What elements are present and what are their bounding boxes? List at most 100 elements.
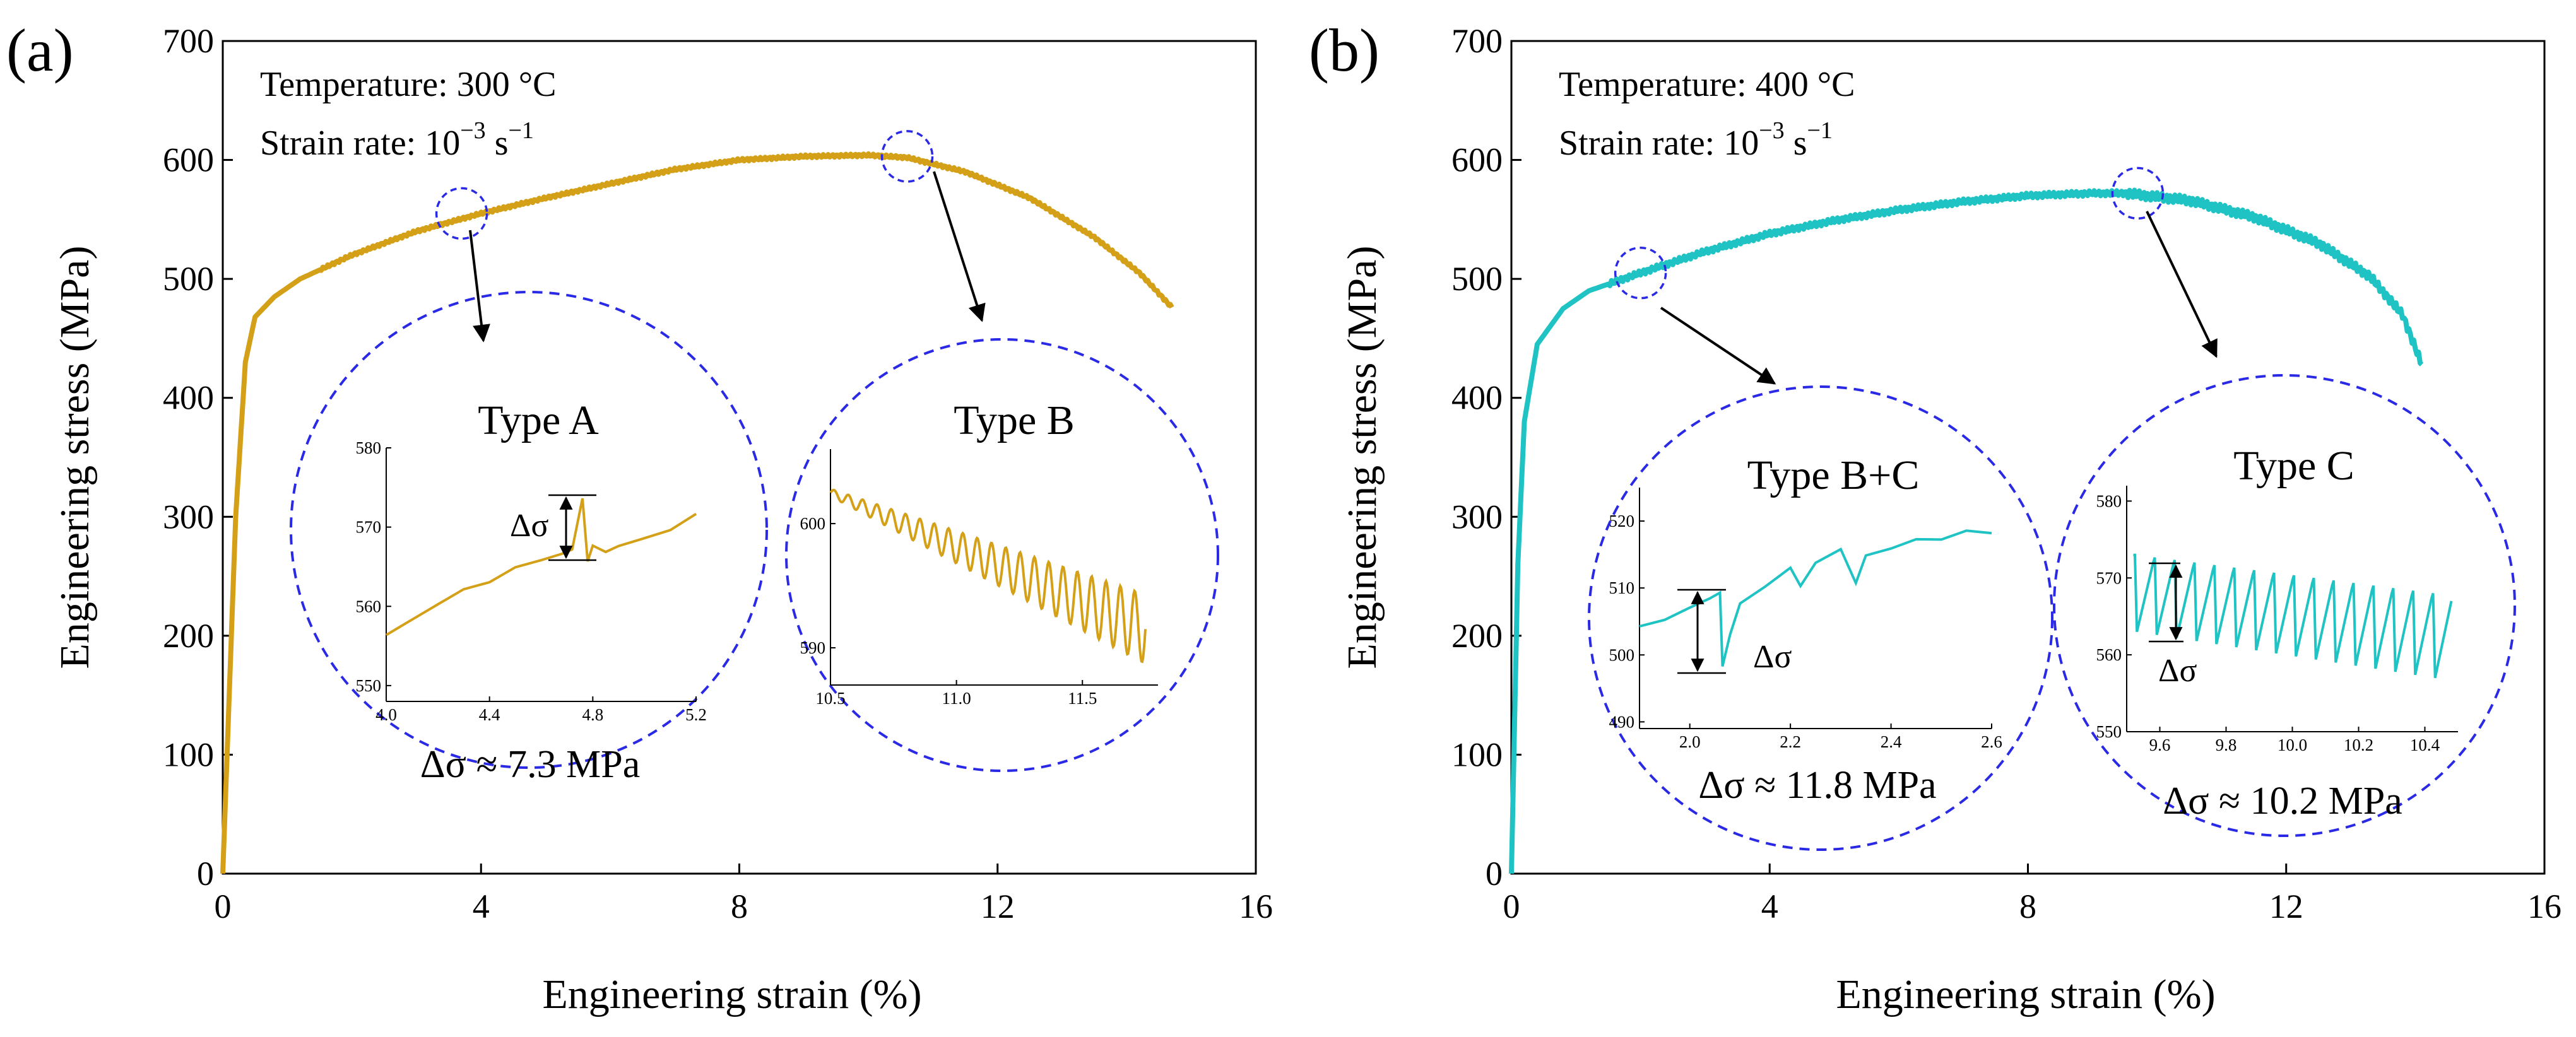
panel-a-inset-b-plot: 10.5 11.0 11.5 590 600 — [800, 449, 1158, 708]
inset-x-tick-label: 11.5 — [1068, 689, 1097, 708]
panel-b-inset-c-note: Δσ ≈ 10.2 MPa — [2163, 780, 2402, 823]
panel-b-stress-strain-curve — [1509, 187, 2424, 874]
zoom-marker — [1614, 246, 1667, 300]
x-tick-label: 4 — [473, 888, 490, 925]
inset-x-tick-label: 10.5 — [815, 689, 845, 708]
inset-y-tick-label: 580 — [356, 438, 382, 457]
inset-x-tick-label: 11.0 — [942, 689, 971, 708]
inset-y-tick-label: 560 — [2096, 645, 2122, 664]
y-tick-label: 200 — [1451, 617, 1503, 655]
panel-b-arrow-2 — [2146, 211, 2218, 358]
inset-y-tick-label: 570 — [356, 518, 382, 537]
panel-a-temperature-label: Temperature: 300 °C — [260, 65, 556, 104]
panel-a-arrow-1 — [469, 230, 490, 343]
inset-x-tick-label: 2.0 — [1679, 732, 1701, 751]
x-tick-label: 8 — [2019, 888, 2036, 925]
y-tick-label: 300 — [1451, 498, 1503, 536]
y-tick-label: 700 — [163, 22, 214, 60]
panel-b-inset-bc-note: Δσ ≈ 11.8 MPa — [1698, 764, 1936, 807]
inset-x-tick-label: 9.6 — [2149, 735, 2171, 754]
panel-a-plot-frame — [222, 40, 1257, 875]
inset-y-tick-label: 570 — [2096, 568, 2122, 587]
inset-x-tick-label: 2.2 — [1780, 732, 1801, 751]
panel-a-inset-a-delta-label: Δσ — [510, 508, 548, 544]
panel-b-strain-rate-label: Strain rate: 10−3 s−1 — [1559, 117, 1833, 163]
zoom-marker — [880, 130, 934, 183]
panel-a-stress-strain-curve — [220, 151, 1174, 874]
y-tick-label: 600 — [1451, 141, 1503, 179]
x-tick-label: 4 — [1761, 888, 1778, 925]
inset-y-tick-label: 560 — [356, 597, 382, 616]
panel-a: (a) 0 100 200 300 400 500 600 700 0 4 8 12 16 Engin… — [6, 16, 1273, 1017]
panel-b-label: (b) — [1309, 16, 1380, 84]
inset-x-tick-label: 4.8 — [582, 705, 603, 724]
panel-b-inset-bc-line — [1639, 529, 1992, 667]
panel-b: (b) 0 100 200 300 400 500 600 700 0 4 8 12 16 Engin… — [1309, 16, 2561, 1017]
inset-x-tick-label: 10.2 — [2344, 735, 2373, 754]
panel-a-inset-a-note: Δσ ≈ 7.3 MPa — [420, 743, 640, 786]
inset-x-tick-label: 10.0 — [2278, 735, 2307, 754]
x-tick-label: 0 — [215, 888, 232, 925]
zoom-marker — [2111, 167, 2165, 220]
y-tick-label: 0 — [1486, 855, 1503, 893]
panel-a-strain-rate-label: Strain rate: 10−3 s−1 — [260, 117, 534, 163]
panel-b-x-axis: 0 4 8 12 16 — [1503, 864, 2561, 925]
panel-b-inset-bc-plot: 2.0 2.2 2.4 2.6 490 500 510 520 Δσ — [1609, 488, 2002, 751]
inset-x-tick-label: 5.2 — [685, 705, 707, 724]
panel-b-arrow-1 — [1660, 307, 1776, 385]
panel-a-y-axis: 0 100 200 300 400 500 600 700 — [163, 22, 233, 893]
y-tick-label: 100 — [163, 735, 214, 773]
x-tick-label: 16 — [2527, 888, 2561, 925]
inset-y-tick-label: 580 — [2096, 491, 2122, 510]
inset-y-tick-label: 520 — [1609, 512, 1635, 530]
zoom-marker — [435, 187, 488, 240]
y-tick-label: 600 — [163, 141, 214, 179]
panel-a-y-axis-title: Engineering stress (MPa) — [52, 246, 98, 669]
panel-b-inset-c-circle — [2053, 374, 2516, 837]
inset-y-tick-label: 500 — [1609, 645, 1635, 664]
panel-a-arrow-2 — [933, 171, 986, 322]
y-tick-label: 700 — [1451, 22, 1503, 60]
panel-b-temperature-label: Temperature: 400 °C — [1559, 65, 1855, 104]
panel-b-inset-c-title: Type C — [2233, 443, 2354, 489]
panel-a-inset-a-title: Type A — [478, 397, 599, 443]
panel-a-inset-b-circle — [785, 338, 1219, 772]
inset-x-tick-label: 10.4 — [2410, 735, 2440, 754]
inset-y-tick-label: 490 — [1609, 712, 1635, 731]
panel-b-inset-bc-circle — [1588, 385, 2053, 851]
inset-x-tick-label: 9.8 — [2216, 735, 2237, 754]
panel-b-inset-c-plot: 9.6 9.8 10.0 10.2 10.4 550 560 570 580 Δσ — [2096, 486, 2458, 754]
panel-a-label: (a) — [6, 16, 74, 84]
panel-a-inset-a-plot: 4.0 4.4 4.8 5.2 550 560 570 580 Δσ — [356, 438, 707, 724]
y-tick-label: 100 — [1451, 735, 1503, 773]
panel-b-y-axis: 0 100 200 300 400 500 600 700 — [1451, 22, 1521, 893]
y-tick-label: 400 — [163, 379, 214, 417]
inset-x-tick-label: 2.4 — [1881, 732, 1902, 751]
panel-a-inset-b-title: Type B — [954, 397, 1075, 443]
panel-b-inset-c-delta-label: Δσ — [2158, 653, 2197, 689]
x-tick-label: 8 — [731, 888, 748, 925]
panel-a-x-axis-title: Engineering strain (%) — [542, 971, 921, 1017]
inset-y-tick-label: 510 — [1609, 578, 1635, 597]
panel-b-y-axis-title: Engineering stress (MPa) — [1339, 246, 1385, 669]
y-tick-label: 400 — [1451, 379, 1503, 417]
x-tick-label: 12 — [981, 888, 1015, 925]
x-tick-label: 0 — [1503, 888, 1520, 925]
panel-a-inset-b-line — [829, 488, 1147, 664]
panel-a-x-axis: 0 4 8 12 16 — [215, 864, 1273, 925]
y-tick-label: 500 — [163, 260, 214, 298]
inset-x-tick-label: 4.0 — [375, 705, 397, 724]
y-tick-label: 300 — [163, 498, 214, 536]
panel-b-inset-bc-delta-label: Δσ — [1753, 639, 1792, 675]
y-tick-label: 500 — [1451, 260, 1503, 298]
inset-x-tick-label: 4.4 — [479, 705, 500, 724]
panel-a-zoom-markers — [435, 130, 934, 240]
inset-y-tick-label: 590 — [800, 638, 826, 657]
panel-a-inset-a-circle — [290, 291, 768, 769]
inset-y-tick-label: 550 — [2096, 722, 2122, 741]
panel-b-zoom-markers — [1614, 167, 2165, 300]
x-tick-label: 16 — [1239, 888, 1273, 925]
y-tick-label: 0 — [197, 855, 214, 893]
y-tick-label: 200 — [163, 617, 214, 655]
